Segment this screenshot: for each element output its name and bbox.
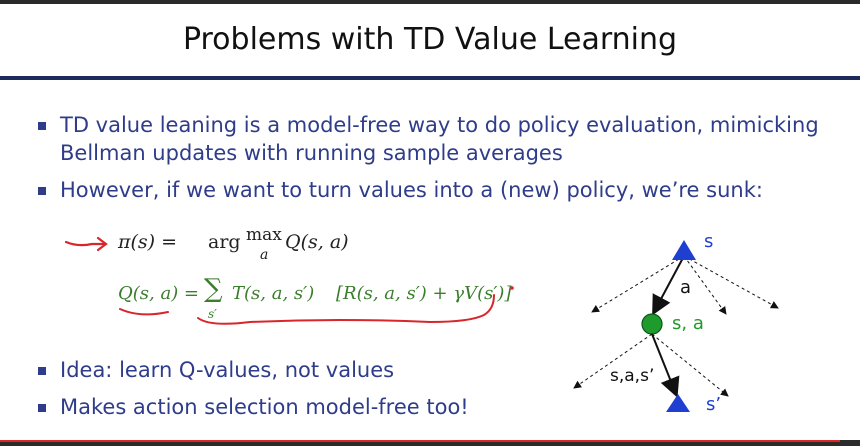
bullet-square-icon [38, 122, 46, 130]
transition-arrow [651, 333, 680, 398]
red-arrow-annotation [64, 236, 108, 252]
q-state-circle-icon [641, 313, 663, 335]
policy-eq-max: max [246, 225, 282, 245]
q-eq-sum: ∑ [204, 274, 223, 304]
dashed-transition-arrow [573, 333, 653, 389]
bullet-square-icon [38, 367, 46, 375]
dashed-action-arrow [591, 255, 685, 313]
next-state-label: s’ [706, 394, 722, 415]
slide-title: Problems with TD Value Learning [182, 22, 678, 57]
q-eq-bracket-term: [R(s, a, s′) + γV(s′)] [336, 283, 512, 304]
red-dot [510, 286, 514, 290]
state-triangle-icon [672, 240, 696, 260]
dashed-action-arrow [683, 255, 779, 309]
transition-label: s,a,s’ [610, 366, 655, 386]
next-state-triangle-icon [666, 394, 690, 412]
policy-eq-arg: arg [208, 231, 241, 253]
q-eq-lhs: Q(s, a) = [118, 283, 200, 304]
q-state-label: s, a [672, 313, 704, 334]
bottom-bar [0, 440, 860, 446]
policy-eq-rhs: Q(s, a) [285, 231, 349, 253]
action-label: a [680, 277, 692, 298]
policy-eq-subscript: a [260, 247, 269, 263]
top-bar [0, 0, 860, 4]
bullet-square-icon [38, 404, 46, 412]
bullet-text: TD value leaning is a model-free way to … [60, 113, 819, 165]
red-underline-q [119, 308, 169, 316]
action-arrow [652, 255, 685, 316]
video-progress-bar[interactable] [0, 440, 840, 442]
title-divider [0, 76, 860, 80]
bullet-text: Idea: learn Q-values, not values [60, 358, 395, 382]
bullet-square-icon [38, 187, 46, 195]
q-state-diagram [573, 240, 779, 412]
red-underline-sum [197, 294, 495, 325]
q-eq-transition-term: T(s, a, s′) [232, 283, 315, 304]
bullet-text: However, if we want to turn values into … [60, 178, 763, 202]
bullet-text: Makes action selection model-free too! [60, 395, 469, 419]
top-state-label: s [704, 231, 714, 252]
policy-eq-lhs: π(s) = [118, 231, 178, 253]
dashed-transition-arrow [651, 333, 729, 397]
q-eq-subscript: s′ [208, 307, 217, 321]
